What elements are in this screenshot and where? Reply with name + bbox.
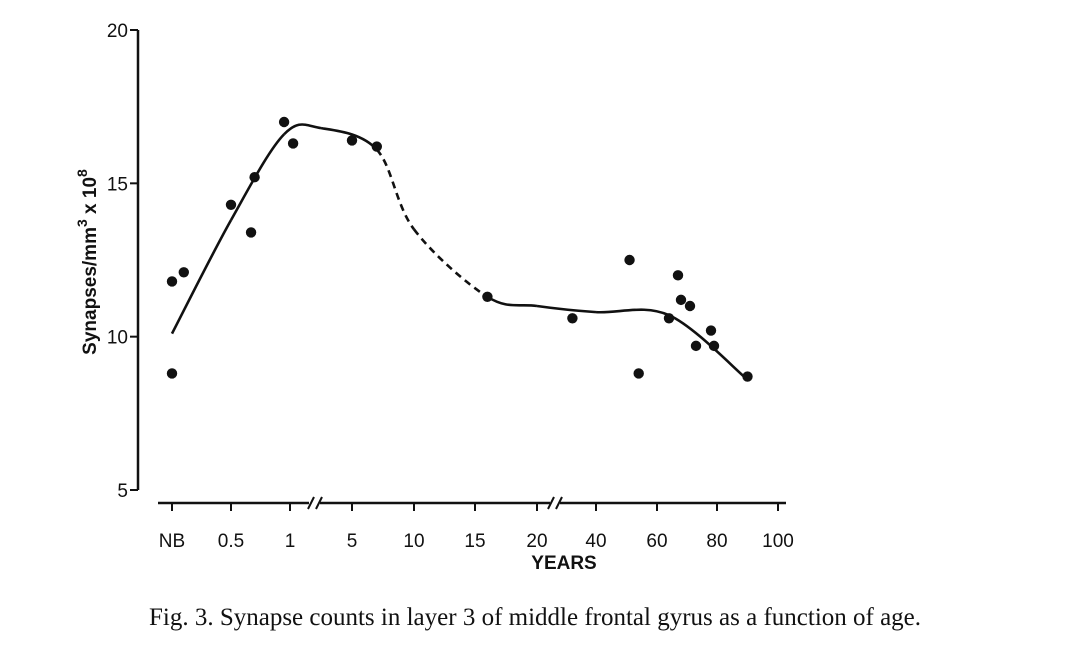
data-point [742, 371, 753, 382]
data-point [708, 340, 720, 352]
fit-curve-segment [668, 314, 749, 381]
y-axis-title-exponent: 3 [74, 219, 90, 227]
fit-curve-segment [595, 308, 670, 317]
fit-curve-segment [283, 123, 322, 136]
data-point [225, 199, 237, 210]
x-tick-label: 1 [285, 531, 296, 552]
data-point [675, 294, 687, 306]
data-point [663, 313, 675, 324]
x-axis-break-mark [547, 496, 555, 510]
data-point [482, 291, 493, 302]
data-point [278, 116, 290, 128]
data-point [690, 340, 702, 352]
data-point [245, 227, 257, 238]
x-tick-label: 40 [585, 531, 606, 552]
fit-curve-segment [170, 219, 233, 335]
data-point [672, 270, 684, 281]
fit-curve-segment [486, 295, 538, 308]
x-axis-break-mark [315, 496, 323, 510]
data-point [287, 138, 299, 149]
y-axis-title-multiplier: x 10 [80, 177, 101, 219]
fit-curve [170, 123, 749, 381]
data-point [624, 254, 635, 266]
x-tick-label: 80 [706, 531, 727, 552]
y-axis-title-base: Synapses/mm [80, 227, 101, 355]
fit-curve-segment [375, 148, 416, 231]
y-tick-label: 5 [117, 481, 128, 502]
x-axis-title: YEARS [531, 553, 596, 574]
fit-curve-segment [412, 228, 489, 298]
x-axis-break-mark [307, 496, 315, 510]
x-tick-label: 0.5 [218, 531, 244, 552]
x-tick-label: 20 [526, 531, 547, 552]
data-point [178, 267, 189, 278]
fit-curve-segment [536, 304, 597, 314]
y-tick-label: 10 [107, 328, 128, 349]
x-ticks: NB 0.5 1 5 10 15 20 40 60 80 100 [159, 503, 794, 552]
data-points [166, 116, 753, 382]
data-point [705, 325, 717, 336]
y-axis-title-power: 8 [74, 169, 90, 177]
y-tick-label: 20 [107, 21, 128, 42]
data-point [567, 313, 578, 324]
y-ticks: 5 10 15 20 [107, 21, 138, 502]
axes [136, 30, 786, 510]
data-point [166, 276, 178, 287]
data-point [633, 368, 644, 379]
x-tick-label: 100 [762, 531, 794, 552]
y-tick-label: 15 [107, 174, 128, 195]
data-point [684, 300, 696, 312]
x-tick-label: 15 [464, 531, 485, 552]
y-axis-title: Synapses/mm3 x 108 [74, 169, 101, 355]
figure-caption: Fig. 3. Synapse counts in layer 3 of mid… [148, 604, 922, 631]
x-tick-label: NB [159, 531, 185, 552]
x-tick-label: 10 [403, 531, 424, 552]
x-tick-label: 60 [646, 531, 667, 552]
data-point [249, 172, 260, 183]
fit-curve-segment [229, 133, 286, 221]
data-point [166, 368, 178, 379]
x-tick-label: 5 [347, 531, 358, 552]
data-point [346, 135, 358, 146]
x-axis-break-mark [555, 496, 563, 510]
data-point [371, 141, 382, 152]
